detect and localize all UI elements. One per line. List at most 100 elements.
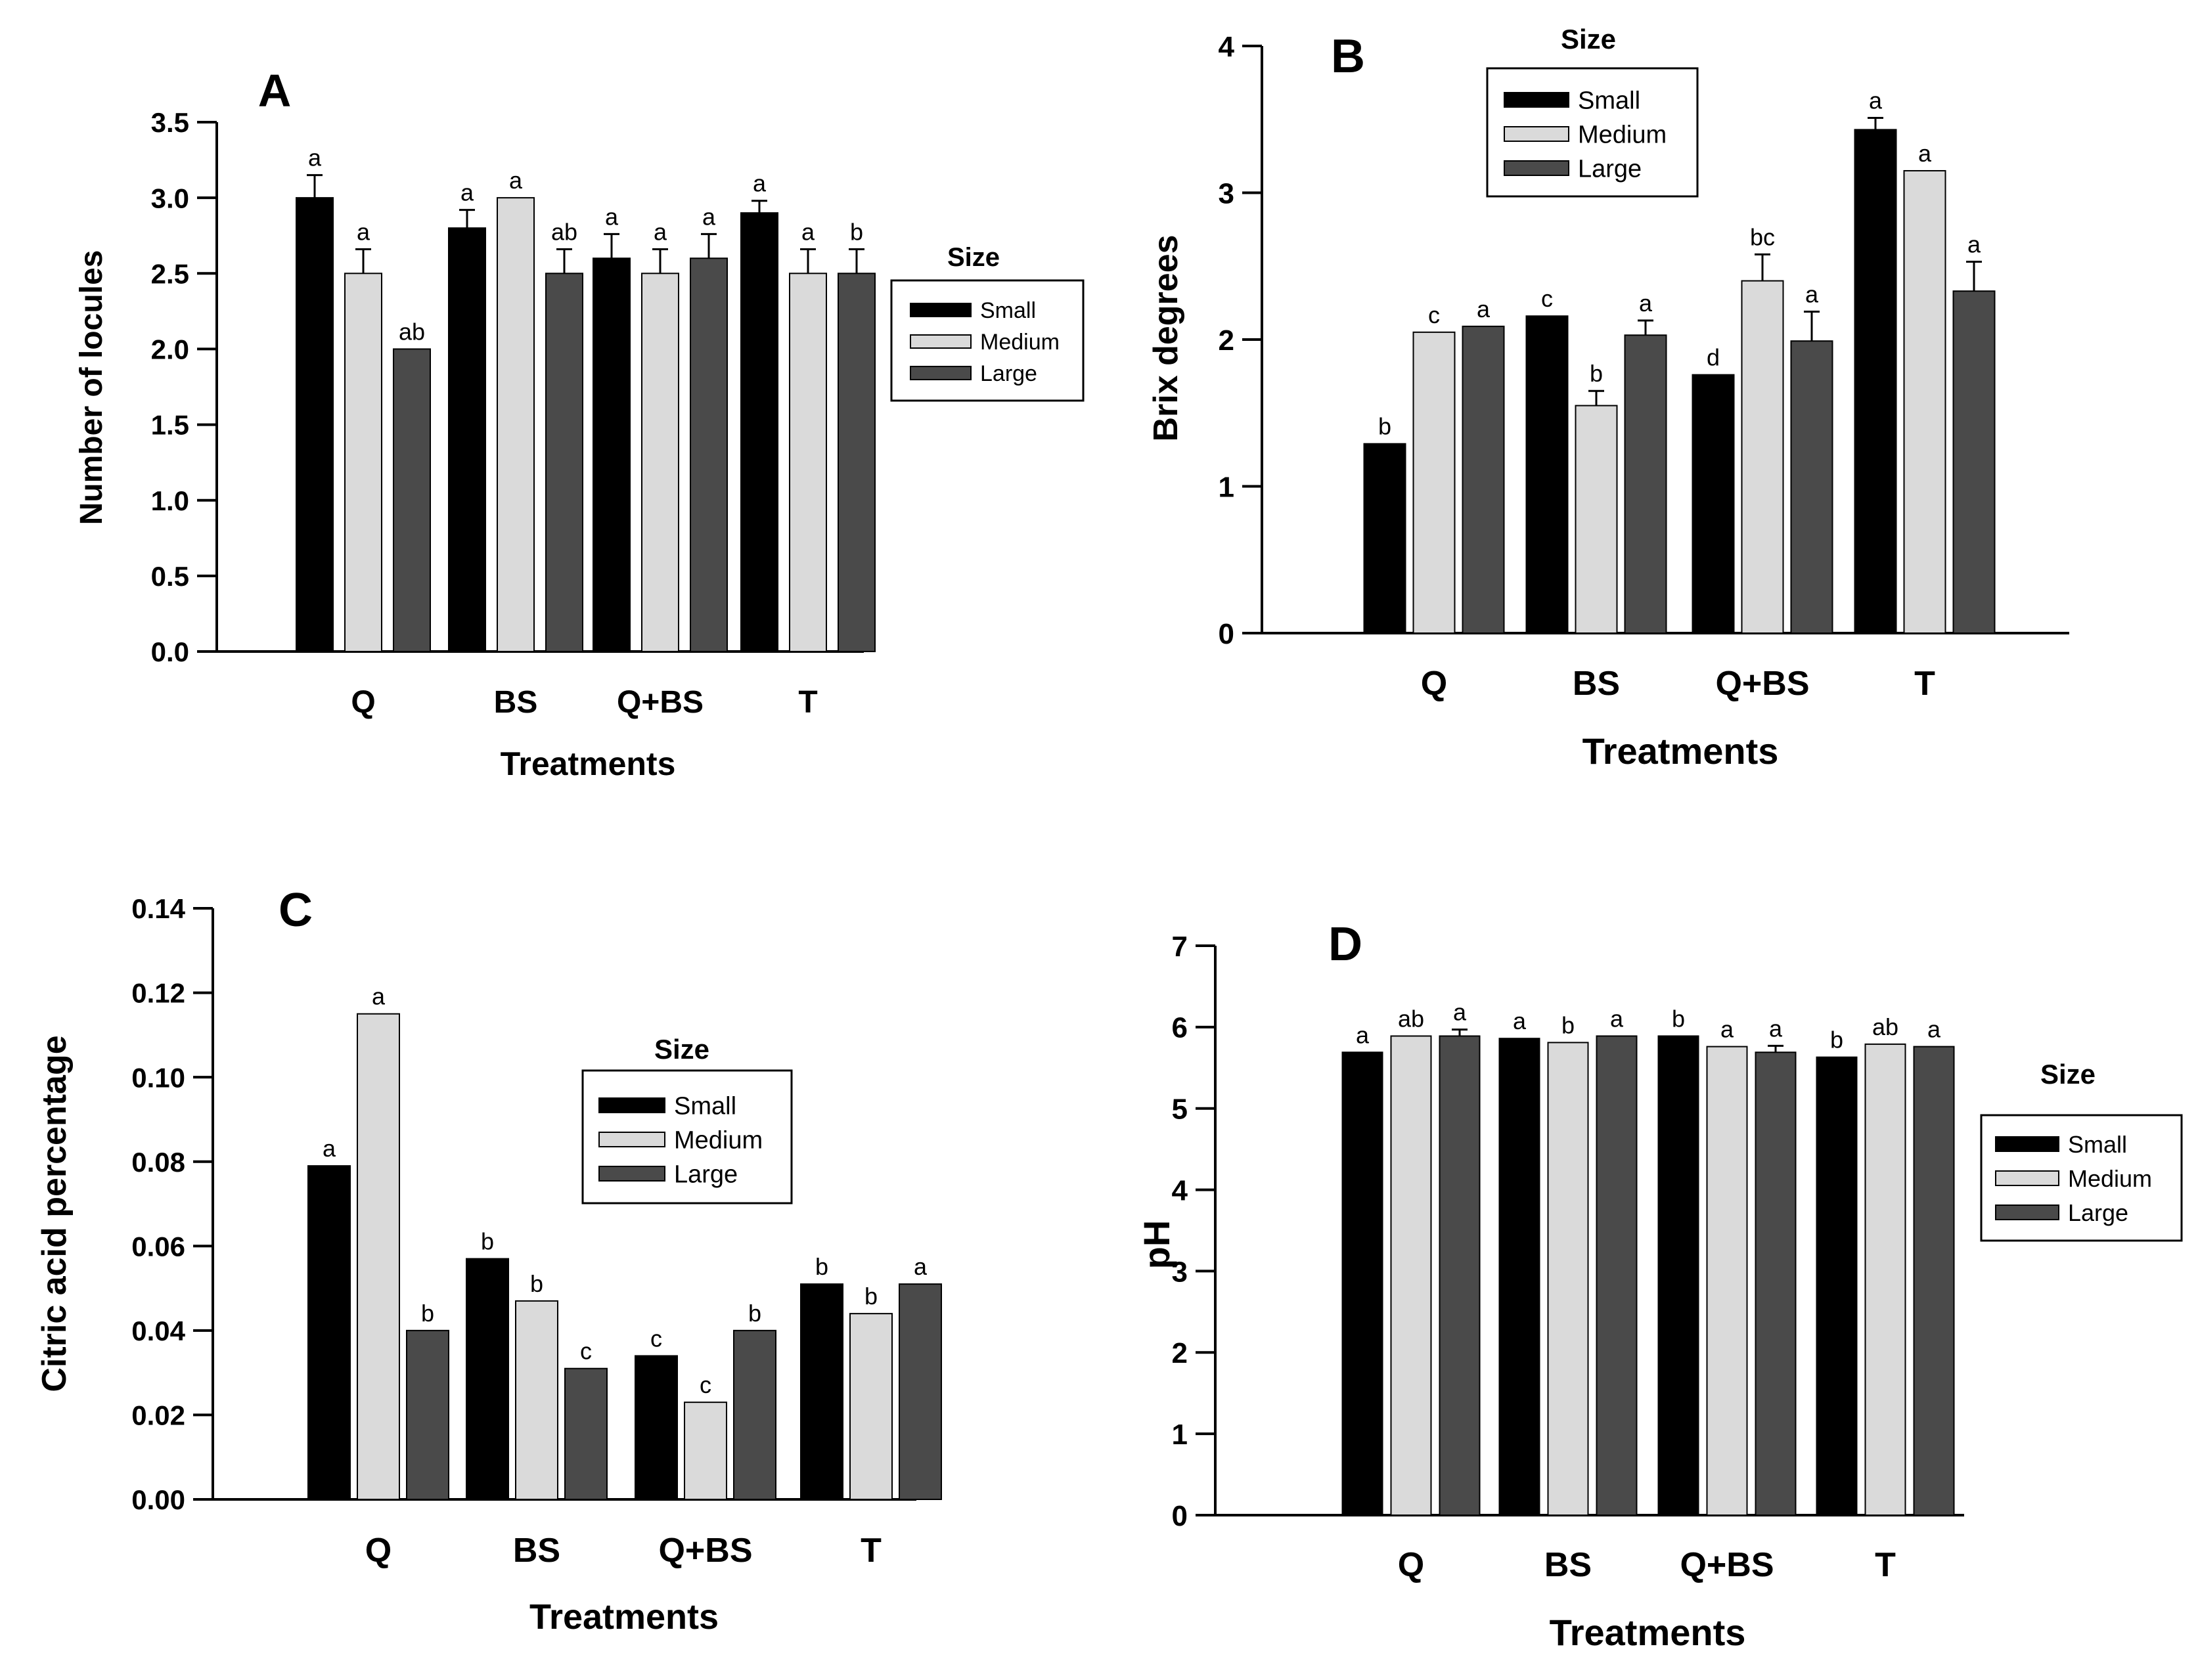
y-tick-label: 1.5 bbox=[151, 410, 189, 441]
y-tick-label: 0.0 bbox=[151, 636, 189, 667]
legend-title: Size bbox=[947, 243, 1000, 272]
significance-letter: b bbox=[1590, 360, 1603, 387]
x-category-label: Q+BS bbox=[658, 1532, 752, 1570]
y-tick-label: 0.08 bbox=[131, 1147, 185, 1178]
bar-large-qplusbs bbox=[733, 1329, 776, 1501]
significance-letter: c bbox=[580, 1338, 592, 1365]
chart-panel-c: C 0.00 0.02 0.04 0.06 0.08 0.10 0.12 0.14 Q BS Q+BS… bbox=[35, 884, 942, 1637]
bar-small-t bbox=[1854, 129, 1897, 634]
x-category-label: T bbox=[798, 685, 817, 720]
legend-label-large: Large bbox=[2068, 1199, 2128, 1226]
bar-medium-t bbox=[849, 1313, 893, 1500]
significance-letter: ab bbox=[399, 318, 425, 345]
y-tick-label: 1 bbox=[1219, 471, 1234, 503]
bar-small-bs bbox=[448, 227, 486, 652]
legend-label-large: Large bbox=[1578, 156, 1642, 183]
significance-letter: b bbox=[1830, 1027, 1843, 1053]
significance-letter: c bbox=[700, 1371, 711, 1398]
bar-medium-q bbox=[1390, 1035, 1432, 1516]
significance-letter: b bbox=[1561, 1011, 1575, 1038]
y-tick-label: 2 bbox=[1172, 1337, 1188, 1369]
significance-letter: a bbox=[509, 167, 523, 194]
y-axis-title: Citric acid percentage bbox=[35, 1035, 74, 1392]
significance-letter: a bbox=[1513, 1007, 1527, 1034]
significance-letter: b bbox=[421, 1300, 434, 1327]
significance-letter: d bbox=[1707, 344, 1720, 371]
y-tick-label: 2.5 bbox=[151, 258, 189, 289]
legend-swatch-medium bbox=[598, 1132, 665, 1147]
significance-letter: a bbox=[460, 179, 474, 206]
bar-large-t bbox=[1913, 1046, 1955, 1516]
significance-letter: a bbox=[1769, 1015, 1783, 1042]
x-category-label: Q+BS bbox=[1680, 1546, 1774, 1584]
significance-letter: a bbox=[1967, 231, 1981, 258]
x-category-label: Q+BS bbox=[1715, 665, 1809, 703]
legend-swatch-small bbox=[598, 1097, 665, 1113]
bar-large-qplusbs bbox=[1790, 340, 1833, 634]
significance-letter: b bbox=[815, 1253, 828, 1280]
chart-panel-a: A 0.0 0.5 1.0 1.5 2.0 2.5 3.0 3.5 Q BS Q+BS T Treatme… bbox=[74, 65, 1085, 782]
bar-small-bs bbox=[1525, 315, 1569, 634]
bar-medium-bs bbox=[1575, 405, 1618, 634]
bar-medium-bs bbox=[497, 197, 535, 652]
legend-swatch-medium bbox=[1995, 1170, 2059, 1186]
y-axis-title: Brix degrees bbox=[1147, 234, 1185, 441]
bar-large-t bbox=[1952, 290, 1996, 634]
significance-letter: b bbox=[864, 1283, 878, 1310]
y-tick-label: 0.00 bbox=[131, 1484, 185, 1515]
legend-label-small: Small bbox=[2068, 1131, 2127, 1158]
x-axis-title: Treatments bbox=[1582, 730, 1779, 772]
y-tick-label: 0.04 bbox=[131, 1315, 185, 1346]
significance-letter: a bbox=[1356, 1021, 1370, 1048]
bar-medium-bs bbox=[515, 1300, 558, 1501]
bar-medium-qplusbs bbox=[1741, 280, 1784, 634]
x-category-label: BS bbox=[513, 1532, 560, 1570]
x-category-label: Q+BS bbox=[617, 685, 704, 720]
bar-small-q bbox=[307, 1165, 351, 1500]
significance-letter: a bbox=[308, 144, 322, 171]
bar-medium-q bbox=[344, 273, 382, 652]
significance-letter: a bbox=[1927, 1016, 1941, 1043]
bar-small-qplusbs bbox=[635, 1355, 678, 1500]
panel-letter: D bbox=[1328, 918, 1362, 971]
significance-letter: a bbox=[1918, 140, 1932, 167]
legend-label-medium: Medium bbox=[1578, 122, 1667, 149]
bar-small-qplusbs bbox=[1657, 1035, 1699, 1516]
significance-letter: bc bbox=[1750, 223, 1775, 250]
y-tick-label: 0.14 bbox=[131, 893, 185, 924]
bar-medium-t bbox=[1864, 1043, 1906, 1516]
legend-title: Size bbox=[2040, 1059, 2096, 1090]
y-tick-label: 3 bbox=[1219, 177, 1234, 210]
significance-letter: a bbox=[1453, 999, 1467, 1026]
y-tick-label: 0 bbox=[1172, 1500, 1188, 1532]
y-tick-label: 1 bbox=[1172, 1419, 1188, 1451]
bar-medium-t bbox=[789, 273, 827, 652]
y-tick-label: 0.12 bbox=[131, 978, 185, 1009]
bar-small-bs bbox=[1498, 1038, 1540, 1516]
y-tick-label: 2 bbox=[1219, 324, 1234, 357]
bar-small-bs bbox=[466, 1258, 509, 1500]
bar-medium-qplusbs bbox=[641, 273, 679, 652]
legend-swatch-small bbox=[1504, 92, 1569, 108]
bar-small-t bbox=[740, 212, 778, 652]
significance-letter: b bbox=[748, 1300, 761, 1327]
significance-letter: a bbox=[914, 1253, 928, 1280]
y-tick-label: 5 bbox=[1172, 1094, 1188, 1126]
y-tick-label: 4 bbox=[1172, 1174, 1188, 1206]
x-axis-title: Treatments bbox=[529, 1597, 719, 1637]
y-tick-label: 0.02 bbox=[131, 1400, 185, 1431]
bar-small-q bbox=[1363, 443, 1406, 634]
x-category-label: BS bbox=[1544, 1546, 1592, 1584]
legend-label-large: Large bbox=[674, 1161, 738, 1189]
legend-label-small: Small bbox=[980, 298, 1036, 323]
significance-letter: b bbox=[530, 1270, 543, 1297]
bar-large-qplusbs bbox=[690, 257, 728, 652]
panel-letter: C bbox=[279, 884, 313, 937]
bar-large-q bbox=[1462, 325, 1505, 634]
significance-letter: a bbox=[702, 203, 716, 230]
legend-label-small: Small bbox=[674, 1093, 736, 1120]
bar-medium-t bbox=[1903, 169, 1946, 634]
bar-small-qplusbs bbox=[1692, 374, 1735, 634]
